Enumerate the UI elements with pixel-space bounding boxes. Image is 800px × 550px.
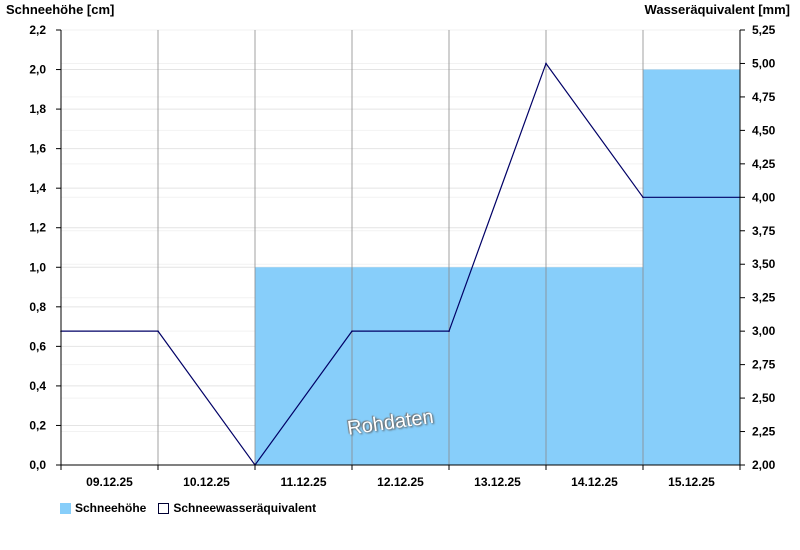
y-tick-label-left: 2,2 [29, 23, 46, 37]
y-tick-label-left: 0,8 [29, 300, 46, 314]
line-point [157, 330, 159, 332]
snow-chart: 0,0 0,2 0,4 0,6 0,8 1,0 1,2 1,4 1,6 1,8 2,0 2,2 2,00… [29, 23, 776, 489]
bar-schneehoehe [546, 267, 643, 465]
y-tick-label-left: 1,6 [29, 142, 46, 156]
y-tick-label-left: 1,4 [29, 181, 46, 195]
y-tick-label-right: 3,00 [752, 324, 776, 338]
y-tick-label-left: 1,0 [29, 260, 46, 274]
y-tick-label-right: 3,50 [752, 257, 776, 271]
x-tick-label: 14.12.25 [571, 475, 618, 489]
bar-schneehoehe [449, 267, 546, 465]
line-point [351, 330, 353, 332]
legend-swatch-line [158, 502, 170, 514]
bar-schneehoehe [255, 267, 352, 465]
line-point [545, 62, 547, 65]
bar-schneehoehe [643, 69, 740, 465]
y-tick-label-left: 0,0 [29, 458, 46, 472]
y-tick-label-right: 5,00 [752, 56, 776, 70]
y-tick-label-left: 0,6 [29, 339, 46, 353]
y-tick-label-right: 2,50 [752, 391, 776, 405]
y-tick-label-right: 2,25 [752, 425, 776, 439]
y-tick-label-right: 2,00 [752, 458, 776, 472]
y-tick-label-left: 1,2 [29, 221, 46, 235]
y-tick-label-right: 2,75 [752, 358, 776, 372]
y-tick-label-left: 1,8 [29, 102, 46, 116]
x-tick-label: 10.12.25 [183, 475, 230, 489]
y-tick-label-left: 0,2 [29, 418, 46, 432]
y-tick-label-right: 4,75 [752, 90, 776, 104]
legend-swatch-bar [60, 502, 71, 514]
x-tick-label: 11.12.25 [280, 475, 326, 489]
y-tick-label-left: 0,4 [29, 379, 46, 393]
x-tick-label: 09.12.25 [86, 475, 133, 489]
x-tick-label: 15.12.25 [668, 475, 715, 489]
y-axis-right-title: Wasseräquivalent [mm] [644, 2, 790, 17]
line-point [448, 330, 450, 332]
y-axis-left-title: Schneehöhe [cm] [6, 2, 115, 17]
y-tick-label-right: 3,25 [752, 291, 776, 305]
y-tick-label-right: 4,50 [752, 123, 776, 137]
legend-label-line: Schneewasseräquivalent [173, 501, 317, 515]
y-tick-label-right: 4,25 [752, 157, 776, 171]
y-tick-label-left: 2,0 [29, 63, 46, 77]
y-tick-label-right: 4,00 [752, 190, 776, 204]
bar-schneehoehe [352, 267, 449, 465]
legend-label-bar: Schneehöhe [75, 501, 147, 515]
x-tick-label: 13.12.25 [474, 475, 521, 489]
y-tick-label-right: 3,75 [752, 224, 776, 238]
line-schneewasseraequivalent [61, 62, 740, 467]
x-tick-label: 12.12.25 [377, 475, 424, 489]
y-tick-label-right: 5,25 [752, 23, 776, 37]
legend: Schneehöhe Schneewasseräquivalent [60, 501, 328, 515]
legend-item-wasseraequivalent: Schneewasseräquivalent [158, 501, 316, 515]
legend-item-schneehoehe: Schneehöhe [60, 501, 146, 515]
line-point [642, 196, 644, 199]
